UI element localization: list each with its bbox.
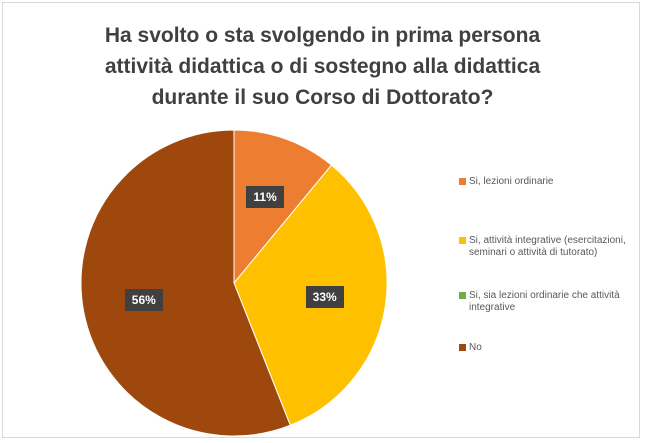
data-label-attivita-integrative: 33%	[305, 286, 344, 309]
legend-label-attivita-integrative: Si, attività integrative (esercitazioni,…	[469, 235, 626, 258]
legend-label-lezioni: Si, lezioni ordinarie	[469, 176, 554, 187]
chart-title-line-3: durante il suo Corso di Dottorato?	[151, 86, 494, 109]
chart-title-line-2: attività didattica o di sostegno alla di…	[104, 55, 541, 78]
chart-title-line-1: Ha svolto o sta svolgendo in prima perso…	[104, 24, 541, 47]
legend-item-no: No	[459, 342, 634, 354]
legend-swatch-lezioni	[459, 178, 466, 185]
data-label-lezioni: 11%	[246, 185, 285, 208]
legend-item-attivita-integrative: Si, attività integrative (esercitazioni,…	[459, 235, 634, 259]
legend-swatch-no	[459, 344, 466, 351]
legend-item-lezioni: Si, lezioni ordinarie	[459, 176, 634, 188]
legend-swatch-attivita-integrative	[459, 237, 466, 244]
legend-swatch-entrambe	[459, 292, 466, 299]
chart-title: Ha svolto o sta svolgendo in prima perso…	[0, 20, 645, 113]
data-label-no: 56%	[124, 289, 163, 312]
pie-slice-no	[80, 129, 291, 437]
legend-label-entrambe: Si, sia lezioni ordinarie che attività i…	[469, 290, 620, 313]
legend-item-entrambe: Si, sia lezioni ordinarie che attività i…	[459, 290, 634, 314]
legend-label-no: No	[469, 342, 482, 353]
